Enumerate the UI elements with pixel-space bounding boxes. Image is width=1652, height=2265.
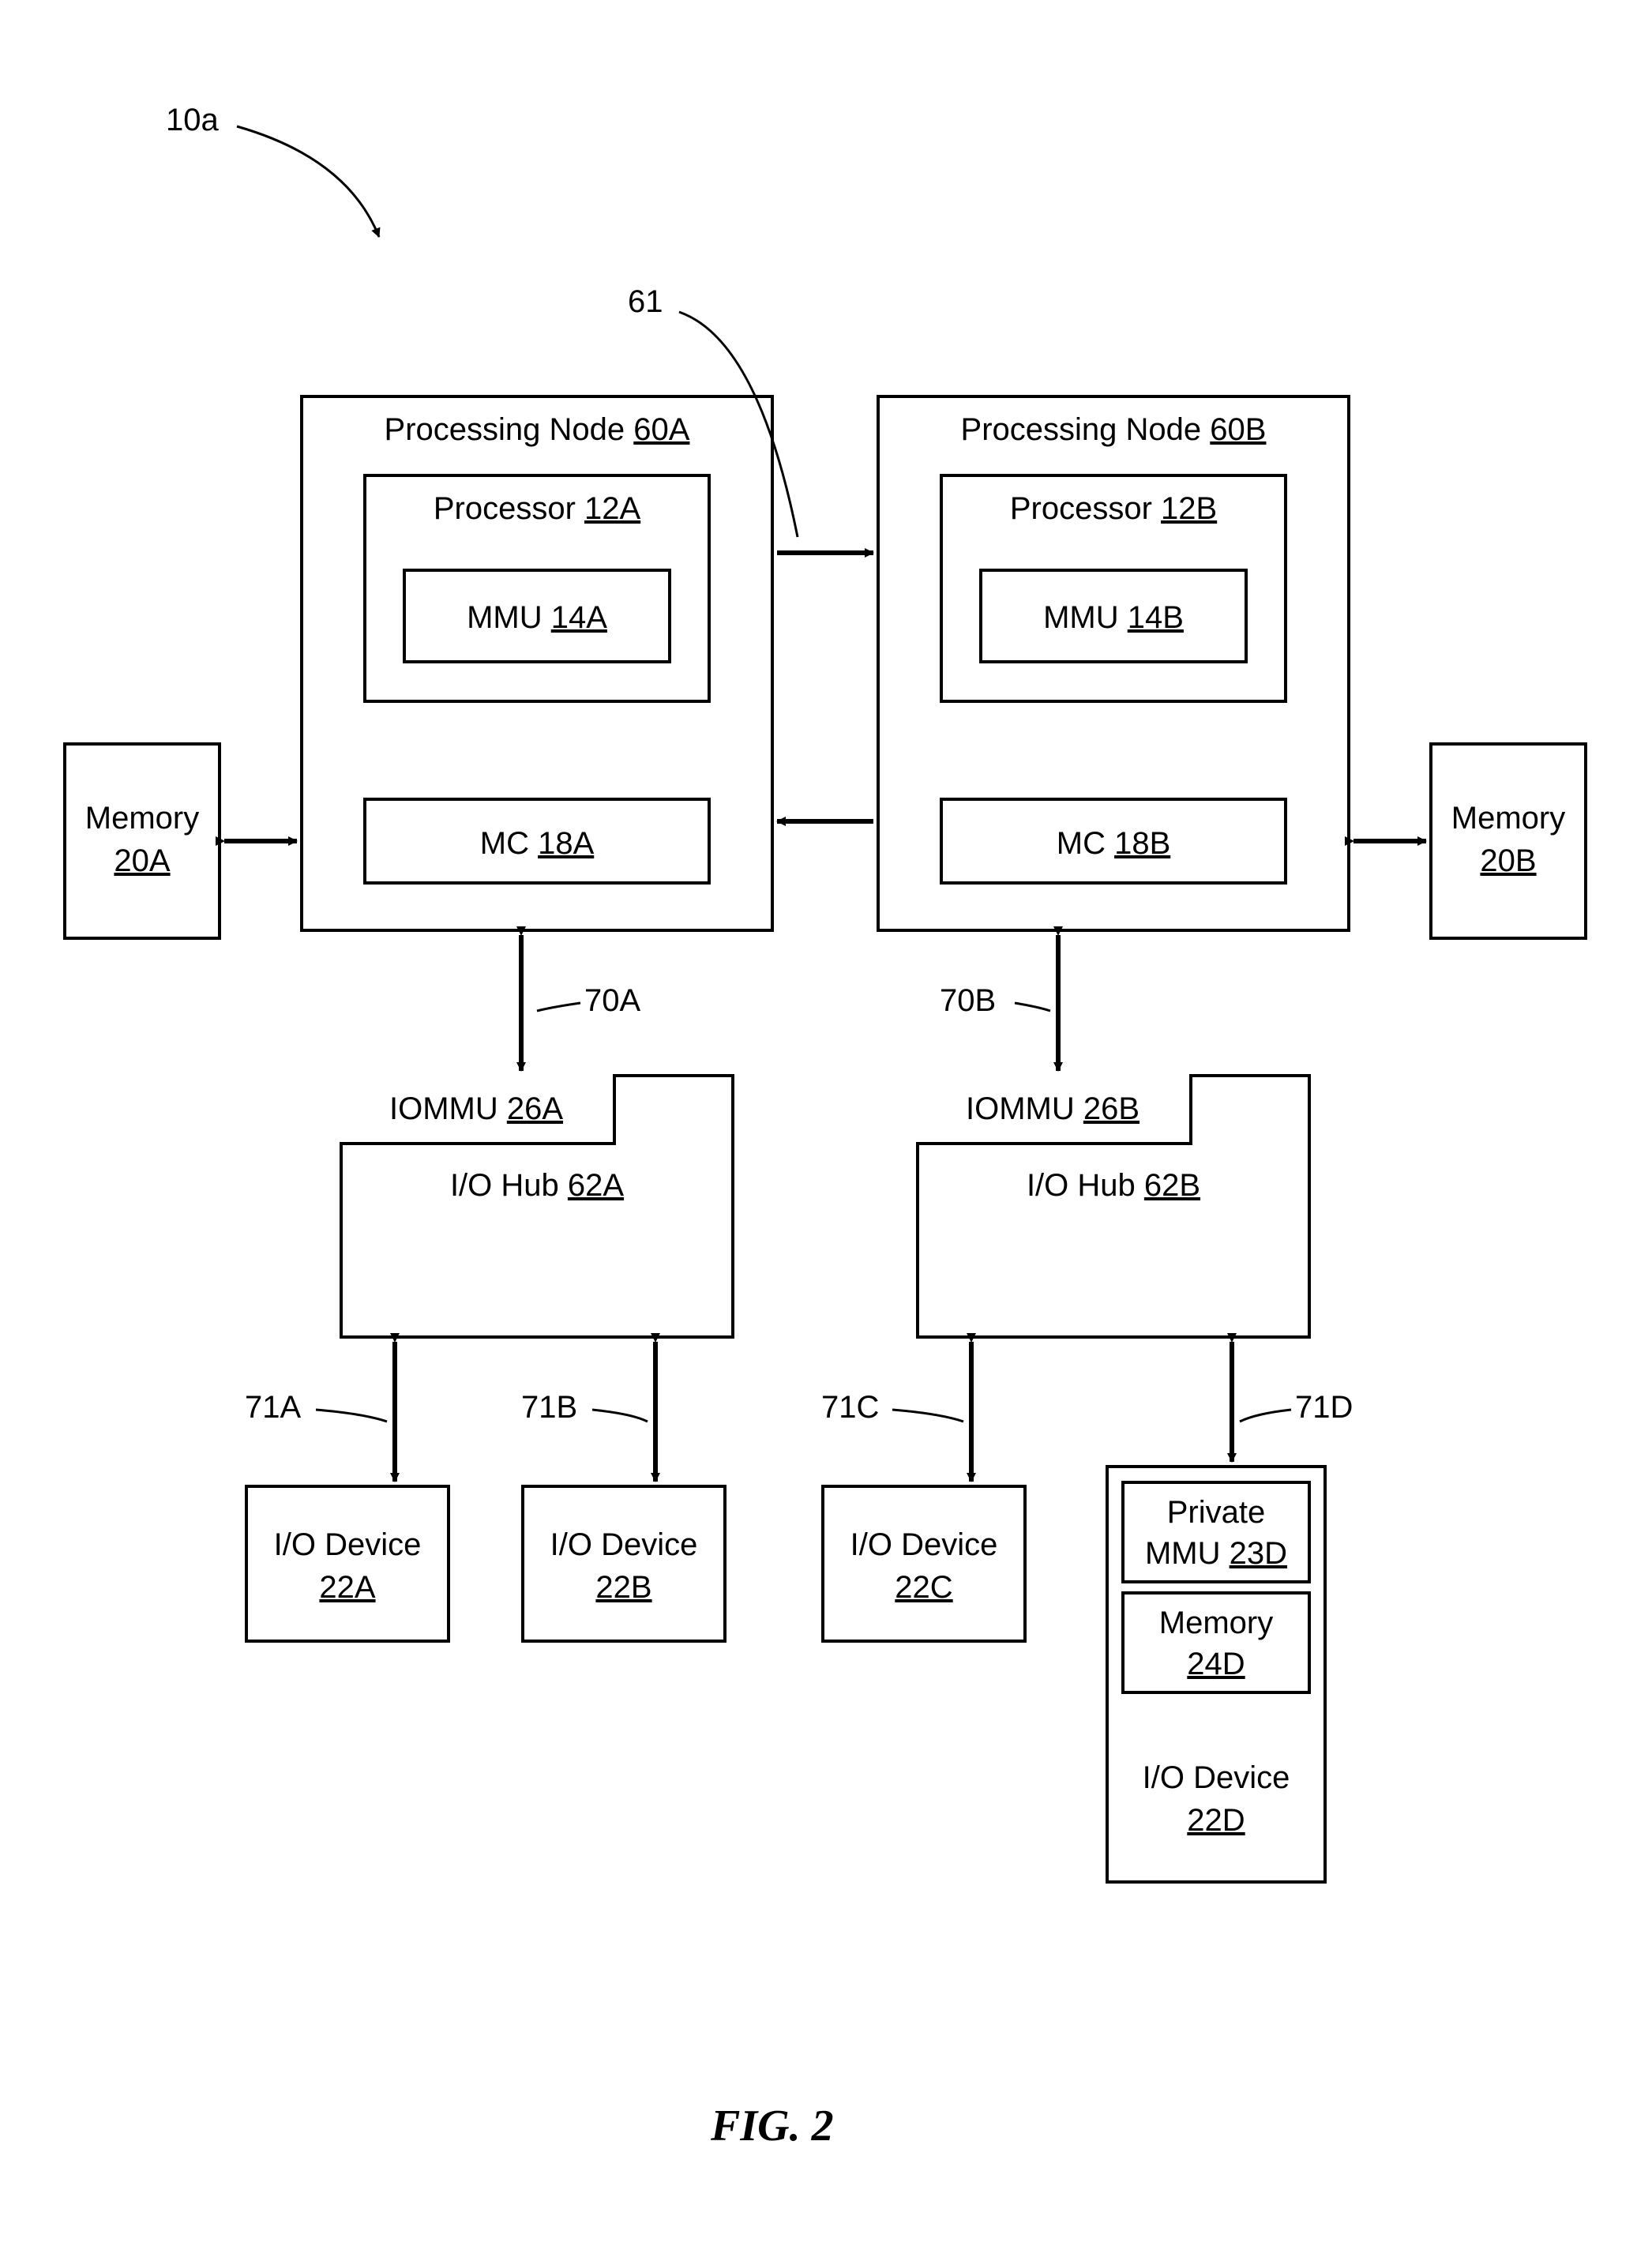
memory-b-ref: 20B [1432, 843, 1584, 879]
node-a-title-prefix: Processing Node [385, 412, 634, 447]
io-device-22c-ref: 22C [824, 1570, 1023, 1606]
ref-71c: 71C [821, 1390, 879, 1425]
ref-71b: 71B [521, 1390, 577, 1425]
memory-a-ref-u: 20A [114, 843, 170, 878]
private-mmu-d-line2: MMU 23D [1124, 1536, 1308, 1572]
ref-71a: 71A [245, 1390, 301, 1425]
ref-70a: 70A [584, 983, 640, 1019]
figure-caption: FIG. 2 [711, 2101, 834, 2151]
connector-overlay [0, 0, 1652, 2265]
memory-d-line1: Memory [1124, 1606, 1308, 1641]
mc-b: MC 18B [940, 798, 1287, 885]
io-device-22b-ref-u: 22B [595, 1570, 651, 1605]
node-b-title-ref: 60B [1210, 412, 1266, 447]
io-hub-b-ref: 62B [1144, 1168, 1200, 1203]
iommu-b: IOMMU 26B [916, 1074, 1192, 1145]
io-device-22b: I/O Device 22B [521, 1485, 727, 1643]
iommu-a-title: IOMMU 26A [340, 1091, 613, 1127]
private-mmu-d-line1: Private [1124, 1495, 1308, 1531]
ref-10a: 10a [166, 103, 219, 138]
io-hub-b-prefix: I/O Hub [1027, 1168, 1144, 1203]
memory-a: Memory 20A [63, 742, 221, 940]
processor-b-title: Processor 12B [943, 491, 1284, 527]
mmu-a-prefix: MMU [467, 600, 551, 635]
io-device-22b-line1: I/O Device [524, 1527, 723, 1563]
iommu-a-ref: 26A [507, 1091, 563, 1126]
io-device-22c: I/O Device 22C [821, 1485, 1027, 1643]
io-device-22c-ref-u: 22C [895, 1570, 952, 1605]
mmu-a: MMU 14A [403, 569, 671, 663]
private-mmu-d-prefix: MMU [1145, 1536, 1230, 1571]
mmu-a-title: MMU 14A [406, 600, 668, 636]
memory-d-ref: 24D [1124, 1647, 1308, 1682]
processor-a-title: Processor 12A [366, 491, 708, 527]
node-b-title: Processing Node 60B [880, 412, 1347, 448]
mc-b-ref: 18B [1114, 826, 1170, 861]
node-b-title-prefix: Processing Node [961, 412, 1211, 447]
memory-a-ref: 20A [66, 843, 218, 879]
io-device-22d-line1: I/O Device [1109, 1760, 1323, 1796]
ref-71d: 71D [1295, 1390, 1353, 1425]
mmu-b-title: MMU 14B [982, 600, 1245, 636]
node-a-title: Processing Node 60A [303, 412, 771, 448]
io-device-22a: I/O Device 22A [245, 1485, 450, 1643]
io-device-22a-ref-u: 22A [319, 1570, 375, 1605]
mmu-b: MMU 14B [979, 569, 1248, 663]
io-hub-a-title: I/O Hub 62A [343, 1168, 731, 1204]
memory-d: Memory 24D [1121, 1591, 1311, 1694]
mmu-b-prefix: MMU [1043, 600, 1128, 635]
io-device-22d-ref-u: 22D [1187, 1803, 1245, 1838]
private-mmu-d-ref: 23D [1230, 1536, 1287, 1571]
mc-a-prefix: MC [480, 826, 538, 861]
iommu-a: IOMMU 26A [340, 1074, 616, 1145]
processor-a-prefix: Processor [434, 491, 584, 526]
ref-70b: 70B [940, 983, 996, 1019]
memory-b: Memory 20B [1429, 742, 1587, 940]
io-device-22a-ref: 22A [248, 1570, 447, 1606]
mmu-a-ref: 14A [551, 600, 607, 635]
io-device-22d-ref: 22D [1109, 1803, 1323, 1839]
memory-b-line1: Memory [1432, 801, 1584, 836]
node-a-title-ref: 60A [633, 412, 689, 447]
memory-b-ref-u: 20B [1480, 843, 1536, 878]
processor-b-ref: 12B [1161, 491, 1217, 526]
mmu-b-ref: 14B [1128, 600, 1184, 635]
memory-a-line1: Memory [66, 801, 218, 836]
mc-b-prefix: MC [1057, 826, 1114, 861]
io-hub-a-prefix: I/O Hub [450, 1168, 568, 1203]
processor-b-prefix: Processor [1010, 491, 1161, 526]
iommu-b-prefix: IOMMU [966, 1091, 1083, 1126]
iommu-b-title: IOMMU 26B [916, 1091, 1189, 1127]
io-hub-a-ref: 62A [568, 1168, 624, 1203]
processor-a-ref: 12A [584, 491, 640, 526]
io-device-22a-line1: I/O Device [248, 1527, 447, 1563]
mc-a: MC 18A [363, 798, 711, 885]
memory-d-ref-u: 24D [1187, 1647, 1245, 1681]
mc-a-title: MC 18A [366, 826, 708, 862]
private-mmu-d: Private MMU 23D [1121, 1481, 1311, 1583]
iommu-a-prefix: IOMMU [389, 1091, 507, 1126]
io-device-22b-ref: 22B [524, 1570, 723, 1606]
io-device-22c-line1: I/O Device [824, 1527, 1023, 1563]
ref-61: 61 [628, 284, 663, 320]
io-hub-b-title: I/O Hub 62B [919, 1168, 1308, 1204]
iommu-b-ref: 26B [1083, 1091, 1140, 1126]
mc-b-title: MC 18B [943, 826, 1284, 862]
mc-a-ref: 18A [538, 826, 594, 861]
